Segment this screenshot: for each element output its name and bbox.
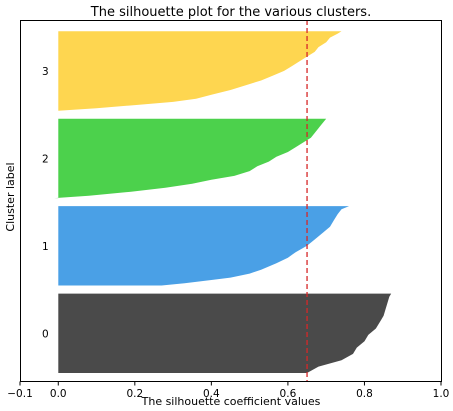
x-tick-label: −0.1: [7, 388, 33, 400]
x-tick-label: 0.0: [50, 388, 67, 400]
cluster-2-area: [54, 118, 327, 199]
x-tick-label: 0.2: [126, 388, 143, 400]
chart-title: The silhouette plot for the various clus…: [90, 5, 371, 20]
plot-frame: [20, 20, 442, 382]
x-tick-label: 1.0: [433, 388, 450, 400]
cluster-2-label: 2: [42, 153, 49, 165]
cluster-3-label: 3: [42, 66, 49, 78]
x-tick-label: 0.4: [203, 388, 220, 400]
cluster-1-area: [58, 206, 350, 286]
x-tick-label: 0.8: [356, 388, 373, 400]
y-axis-label: Cluster label: [4, 162, 17, 231]
x-axis-label: The silhouette coefficient values: [141, 395, 321, 408]
x-axis: −0.1 0.0 0.2 0.4 0.6 0.8 1.0: [7, 381, 450, 400]
cluster-0-area: [58, 293, 392, 373]
cluster-3-area: [58, 31, 342, 111]
cluster-0-label: 0: [42, 328, 49, 340]
cluster-areas: 0 1 2 3: [42, 31, 392, 373]
cluster-1-label: 1: [42, 241, 49, 253]
x-tick-label: 0.6: [280, 388, 297, 400]
